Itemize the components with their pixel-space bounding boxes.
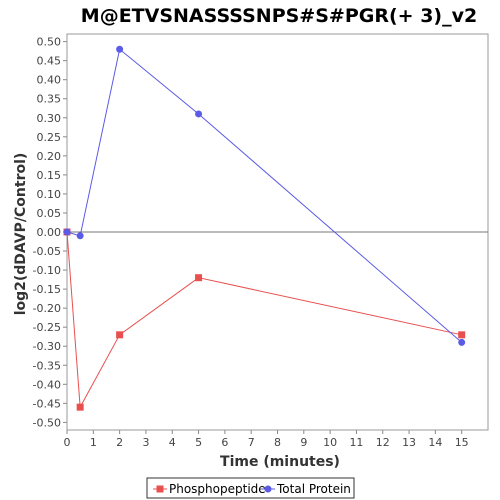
y-tick-label: 0.10 [37, 188, 62, 201]
y-tick-label: 0.15 [37, 169, 62, 182]
x-tick-label: 4 [169, 436, 176, 449]
y-tick-label: -0.15 [33, 283, 61, 296]
y-tick-label: -0.35 [33, 359, 61, 372]
legend-marker-square [156, 485, 164, 493]
x-tick-label: 7 [248, 436, 255, 449]
legend: Phosphopeptide Total Protein [146, 477, 355, 499]
y-tick-label: -0.50 [33, 416, 61, 429]
y-tick-label: 0.25 [37, 131, 62, 144]
x-tick-label: 11 [349, 436, 363, 449]
legend-label: Phosphopeptide [169, 482, 266, 496]
legend-items: Phosphopeptide Total Protein [153, 482, 351, 496]
y-tick-label: 0.00 [37, 226, 62, 239]
y-tick-label: 0.35 [37, 93, 62, 106]
data-point-square [76, 403, 84, 411]
x-tick-label: 6 [221, 436, 228, 449]
x-tick-label: 12 [376, 436, 390, 449]
legend-box [146, 477, 355, 499]
x-tick-label: 0 [64, 436, 71, 449]
x-tick-label: 3 [142, 436, 149, 449]
x-tick-label: 10 [323, 436, 337, 449]
y-tick-label: 0.40 [37, 74, 62, 87]
data-point-square [458, 331, 466, 339]
x-tick-label: 5 [195, 436, 202, 449]
x-tick-label: 1 [90, 436, 97, 449]
x-tick-label: 2 [116, 436, 123, 449]
y-tick-label: 0.05 [37, 207, 62, 220]
x-tick-label: 9 [300, 436, 307, 449]
y-tick-label: 0.50 [37, 36, 62, 49]
y-tick-label: 0.45 [37, 55, 62, 68]
series-layer [63, 45, 466, 411]
data-point-circle [63, 228, 71, 236]
data-point-circle [116, 45, 124, 53]
x-axis-ticks: 0 1 2 3 4 5 6 7 8 9 10 11 12 13 14 15 [64, 430, 469, 449]
x-tick-label: 8 [274, 436, 281, 449]
x-tick-label: 14 [428, 436, 442, 449]
y-tick-label: 0.30 [37, 112, 62, 125]
x-tick-label: 13 [402, 436, 416, 449]
y-tick-label: 0.20 [37, 150, 62, 163]
x-axis-label: Time (minutes) [220, 454, 340, 470]
data-point-square [116, 331, 124, 339]
y-axis-ticks: -0.50 -0.45 -0.40 -0.35 -0.30 -0.25 -0.20 -0.15… [33, 36, 67, 429]
legend-marker-circle [264, 485, 272, 493]
legend-label: Total Protein [276, 482, 351, 496]
chart-title: M@ETVSNASSSSNPS#S#PGR(+ 3)_v2 [81, 5, 477, 27]
y-tick-label: -0.20 [33, 302, 61, 315]
y-tick-label: -0.30 [33, 340, 61, 353]
y-tick-label: -0.45 [33, 397, 61, 410]
y-axis-label: log2(dDAVP/Control) [13, 153, 29, 316]
y-tick-label: -0.05 [33, 245, 61, 258]
data-point-circle [458, 338, 466, 346]
data-point-circle [76, 232, 84, 240]
y-tick-label: -0.25 [33, 321, 61, 334]
x-tick-label: 15 [455, 436, 469, 449]
y-tick-label: -0.40 [33, 378, 61, 391]
data-point-circle [195, 110, 203, 118]
y-tick-label: -0.10 [33, 264, 61, 277]
data-point-square [195, 274, 203, 282]
